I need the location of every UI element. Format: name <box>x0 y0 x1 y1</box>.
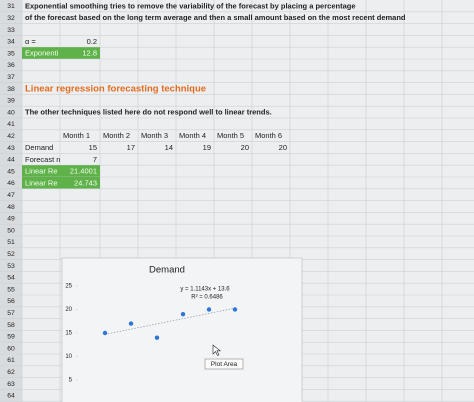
row-number: 55 <box>7 286 15 293</box>
row-number: 43 <box>7 145 15 152</box>
text-cell: α = <box>25 37 36 46</box>
row-number: 41 <box>7 121 15 128</box>
row-number: 32 <box>7 15 15 22</box>
row-number: 34 <box>7 39 15 46</box>
row-number: 38 <box>7 86 15 93</box>
row-number: 49 <box>7 216 15 223</box>
text-cell: Month 4 <box>179 131 206 140</box>
text-cell: Month 6 <box>255 131 282 140</box>
text-cell: Linear Re <box>25 167 58 176</box>
text-cell: Linear Re <box>25 178 58 187</box>
row-number: 62 <box>7 369 15 376</box>
number-cell: 24.743 <box>74 178 97 187</box>
text-cell: of the forecast based on the long term a… <box>25 13 406 22</box>
number-cell: 14 <box>165 143 173 152</box>
row-number: 50 <box>7 227 15 234</box>
row-number: 63 <box>7 381 15 388</box>
row-number: 37 <box>7 74 15 81</box>
cursor-arrow <box>212 344 222 356</box>
text-cell: Month 5 <box>217 131 244 140</box>
number-cell: 19 <box>203 143 211 152</box>
data-point <box>180 312 186 317</box>
y-tick-label: 10 <box>65 354 72 360</box>
row-number: 45 <box>7 168 15 175</box>
text-cell: Exponenti <box>25 49 59 58</box>
row-number: 35 <box>7 50 15 57</box>
highlighted-cell <box>22 177 60 189</box>
cursor <box>212 344 222 356</box>
number-cell: 21.4001 <box>70 167 97 176</box>
row-number: 36 <box>7 62 15 69</box>
row-number: 39 <box>7 98 15 105</box>
text-cell: Forecast n <box>25 155 60 164</box>
highlighted-cell <box>60 177 100 189</box>
row-number: 44 <box>7 157 15 164</box>
text-cell: Linear regression forecasting technique <box>25 84 206 95</box>
number-cell: 20 <box>241 143 249 152</box>
number-cell: 17 <box>127 143 135 152</box>
row-number: 31 <box>7 3 15 10</box>
row-number: 58 <box>7 322 15 329</box>
row-number: 64 <box>7 393 15 400</box>
data-point <box>232 307 238 312</box>
chart-area[interactable] <box>61 257 303 402</box>
text-cell: The other techniques listed here do not … <box>25 108 272 117</box>
data-point <box>154 335 160 340</box>
trendline-equation: y = 1.1143x + 13.6 <box>180 287 230 293</box>
text-cell: Exponential smoothing tries to remove th… <box>25 1 356 10</box>
y-tick-label: 5 <box>69 378 73 384</box>
tooltip-box <box>204 358 244 370</box>
row-number: 40 <box>7 109 15 116</box>
trendline <box>104 307 236 335</box>
highlighted-cell <box>60 165 100 177</box>
number-cell: 7 <box>93 155 97 164</box>
row-number: 57 <box>7 310 15 317</box>
text-cell: Demand <box>25 143 53 152</box>
y-tick-label: 25 <box>65 284 72 290</box>
row-number: 52 <box>7 251 15 258</box>
tooltip: Plot Area <box>211 361 238 368</box>
number-cell: 15 <box>89 143 97 152</box>
highlighted-cell <box>60 47 100 59</box>
number-cell: 0.2 <box>87 37 97 46</box>
row-number: 61 <box>7 357 15 364</box>
embedded-chart[interactable]: Demand y = 1.1143x + 13.6 R² = 0.6486 Pl… <box>61 257 303 402</box>
highlighted-cell <box>22 47 60 59</box>
y-tick-label: 15 <box>65 331 72 337</box>
row-header-column <box>0 0 22 402</box>
text-cell: Month 3 <box>141 131 168 140</box>
data-point <box>102 330 108 336</box>
row-number: 59 <box>7 334 15 341</box>
row-number: 56 <box>7 298 15 305</box>
row-number: 47 <box>7 192 15 199</box>
data-point <box>128 321 134 326</box>
number-cell: 20 <box>279 143 287 152</box>
row-number: 46 <box>7 180 15 187</box>
chart-title: Demand <box>149 265 185 276</box>
y-tick-label: 20 <box>65 307 72 313</box>
row-number: 42 <box>7 133 15 140</box>
highlighted-cell <box>22 165 60 177</box>
text-cell: Month 1 <box>63 131 90 140</box>
trendline-r2: R² = 0.6486 <box>191 295 223 301</box>
row-number: 60 <box>7 345 15 352</box>
row-number: 51 <box>7 239 15 246</box>
row-number: 48 <box>7 204 15 211</box>
row-number: 54 <box>7 275 15 282</box>
number-cell: 12.8 <box>82 49 97 58</box>
row-number: 53 <box>7 263 15 270</box>
row-number: 33 <box>7 27 15 34</box>
text-cell: Month 2 <box>103 131 130 140</box>
data-point <box>206 307 212 312</box>
